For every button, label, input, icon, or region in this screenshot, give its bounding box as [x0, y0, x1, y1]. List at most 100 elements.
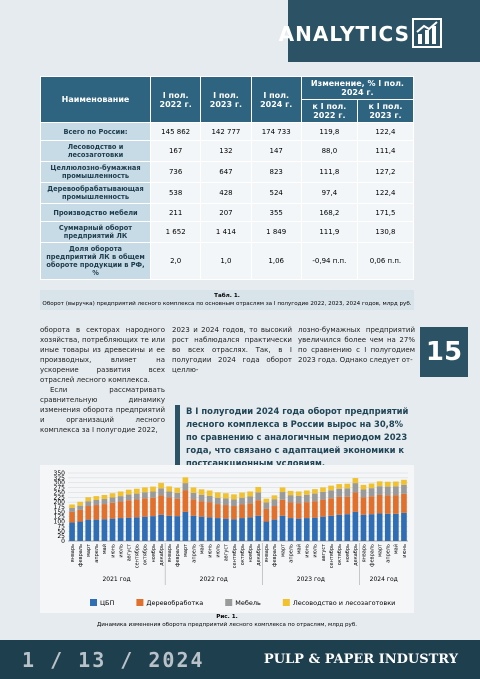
bar-segment	[263, 521, 270, 541]
column-header: Наименование	[40, 76, 151, 123]
bar-segment	[190, 492, 197, 500]
legend-swatch	[136, 599, 144, 606]
bar-segment	[279, 492, 286, 500]
bar-segment	[287, 502, 294, 519]
cell: 1 652	[149, 221, 202, 243]
bar-segment	[263, 502, 270, 509]
cell: 207	[200, 203, 252, 222]
y-tick-label: 50	[57, 528, 65, 535]
figure-caption: Рис. 1. Динамика изменения оборота предпр…	[40, 613, 414, 629]
bar-segment	[150, 497, 156, 517]
bar-segment	[336, 496, 343, 515]
bar-segment	[239, 518, 245, 541]
legend-label: Деревобработка	[146, 599, 203, 607]
bar-segment	[101, 519, 108, 541]
bar-segment	[198, 501, 205, 517]
bar-segment	[182, 511, 189, 541]
bar-segment	[279, 515, 286, 541]
x-tick-label: февраль	[272, 544, 278, 567]
bar-segment	[117, 501, 124, 519]
bar-segment	[69, 522, 75, 541]
bar-segment	[376, 513, 383, 541]
pull-quote: В I полугодии 2024 года оборот предприят…	[175, 405, 415, 470]
header-row: Наименование I пол. 2022 г. I пол. 2023 г.…	[40, 76, 415, 123]
x-tick-label: апрель	[288, 544, 294, 563]
cell: 97,4	[300, 182, 358, 204]
cell: 132	[200, 140, 252, 162]
bar-segment	[125, 500, 132, 518]
bar-segment	[174, 498, 181, 517]
bar-segment	[174, 492, 181, 499]
group-label: 2023 год	[297, 576, 325, 583]
bar-segment	[142, 498, 148, 517]
cell: 428	[200, 182, 252, 204]
table-caption: Табл. 1. Оборот (выручка) предприятий лес…	[40, 290, 414, 310]
bar-segment	[401, 484, 407, 494]
x-tick-label: апрель	[191, 544, 197, 563]
bar-segment	[384, 486, 391, 496]
bar-segment	[239, 497, 245, 505]
bar-segment	[271, 506, 278, 520]
bar-segment	[255, 486, 262, 493]
cell: 823	[250, 161, 302, 183]
group-label: 2024 год	[370, 576, 398, 583]
bar-segment	[295, 503, 302, 519]
row-label: Всего по России:	[40, 122, 151, 141]
bar-segment	[223, 518, 229, 541]
row-label: Лесоводство и лесозаготовки	[40, 140, 151, 162]
x-tick-label: февраль	[369, 544, 375, 567]
cell: 171,5	[356, 203, 415, 222]
cell: 119,8	[300, 122, 358, 141]
y-tick-label: 200	[54, 499, 66, 506]
y-tick-label: 25	[57, 533, 65, 540]
x-tick-label: апрель	[94, 544, 100, 563]
x-tick-label: март	[280, 544, 286, 557]
x-tick-label: февраль	[175, 544, 181, 567]
bar-segment	[142, 487, 148, 493]
column: 2023 и 2024 годов, то высокий рост наблю…	[172, 325, 292, 375]
bar-segment	[303, 502, 310, 519]
data-table: Наименование I пол. 2022 г. I пол. 2023 г.…	[40, 76, 415, 280]
bar-segment	[158, 495, 164, 515]
bar-segment	[263, 508, 270, 522]
x-tick-label: декабрь	[353, 544, 359, 566]
row-label: Производство мебели	[40, 203, 151, 222]
bar-segment	[255, 500, 262, 516]
x-tick-label: апрель	[386, 544, 392, 563]
x-tick-label: январь	[361, 544, 367, 562]
bar-segment	[279, 499, 286, 516]
paragraph: оборота в секторах народного хозяйства, …	[40, 326, 165, 384]
bar-segment	[344, 483, 351, 489]
bar-segment	[214, 518, 221, 541]
bar-segment	[125, 494, 132, 501]
bar-segment	[303, 518, 310, 541]
bar-segment	[393, 495, 399, 514]
table-row: Доля оборота предприятий ЛК в общем обор…	[40, 242, 415, 280]
paragraph: 2023 и 2024 годов, то высокий рост наблю…	[172, 326, 292, 374]
bar-segment	[376, 486, 383, 495]
bar-segment	[247, 491, 253, 497]
bar-segment	[368, 514, 375, 541]
caption-text: Оборот (выручка) предприятий лесного ком…	[42, 301, 412, 307]
x-tick-label: декабрь	[256, 544, 262, 566]
bar-segment	[393, 481, 399, 487]
bar-segment	[158, 514, 164, 541]
chart: 0255075100125150175200225250275300325350…	[40, 465, 414, 613]
bar-segment	[384, 495, 391, 514]
bar-segment	[312, 517, 318, 541]
bar-segment	[69, 511, 75, 523]
bar-segment	[352, 511, 359, 541]
bar-segment	[117, 496, 124, 502]
bar-segment	[231, 519, 237, 541]
bar-segment	[231, 499, 237, 507]
caption-label: Табл. 1.	[214, 293, 240, 299]
bar-segment	[69, 504, 75, 508]
bar-segment	[174, 487, 181, 493]
cell: 88,0	[300, 140, 358, 162]
legend-label: Лесоводство и лесозаготовки	[293, 599, 396, 607]
y-tick-label: 275	[54, 485, 66, 492]
legend-label: ЦБП	[100, 599, 115, 607]
bar-segment	[376, 481, 383, 487]
x-tick-label: май	[198, 544, 205, 554]
bar-segment	[287, 495, 294, 503]
